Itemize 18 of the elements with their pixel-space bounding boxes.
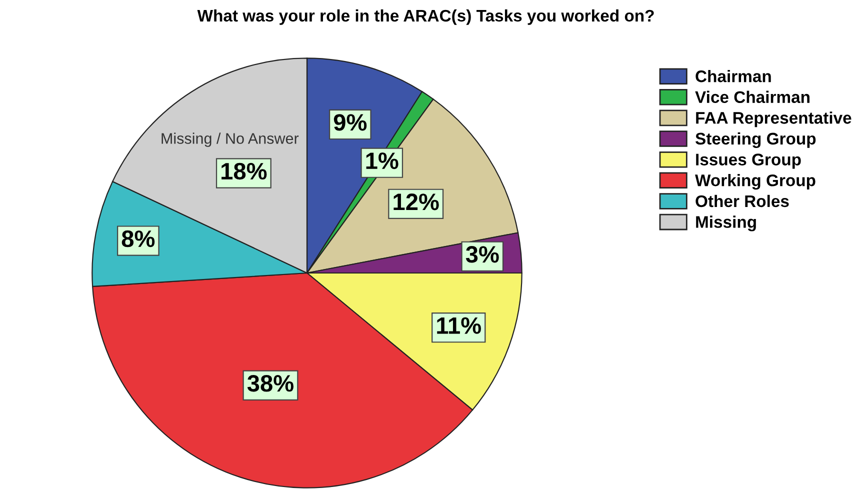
legend-label: Working Group (695, 174, 816, 190)
legend-label: FAA Representative (696, 112, 852, 128)
legend-label: Issues Group (696, 154, 801, 169)
legend-label: Chairman (696, 70, 771, 82)
chart-title: What was your role in the ARAC(s) Tasks you worked on? (197, 9, 654, 25)
data-label: 3% (466, 246, 499, 263)
legend-label: Vice Chairman (695, 90, 810, 104)
data-label: 38% (247, 375, 294, 392)
data-label: 1% (366, 152, 398, 170)
legend-label: Other Roles (696, 194, 789, 208)
data-label: 9% (334, 114, 367, 131)
data-label: 11% (437, 317, 481, 334)
data-label: 18% (222, 162, 267, 180)
legend-label: Missing (696, 216, 756, 232)
data-label: 12% (394, 194, 439, 210)
data-label: 8% (122, 230, 155, 248)
text: Missing / No Answer (162, 132, 299, 147)
legend-label: Steering Group (695, 132, 816, 148)
